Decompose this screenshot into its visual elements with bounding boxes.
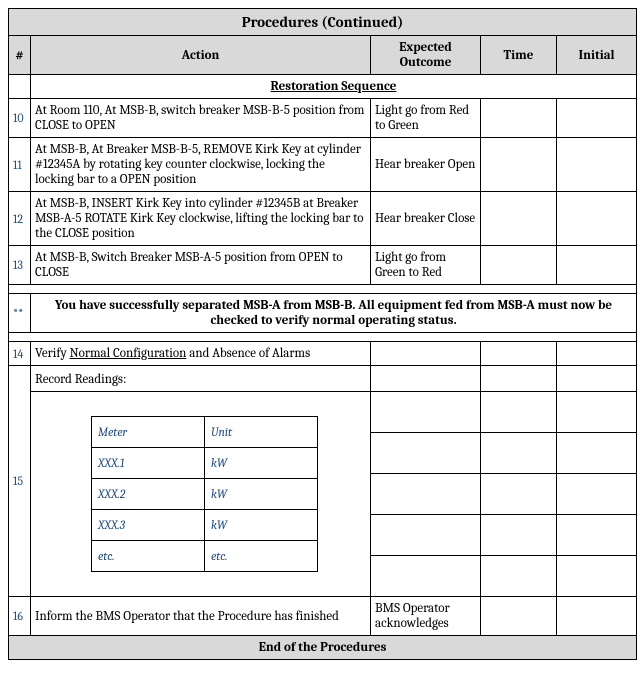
note-row: ** You have successfully separated MSB-A… <box>9 294 637 333</box>
row-12: 12 At MSB-B, INSERT Kirk Key into cylind… <box>9 192 637 246</box>
hdr-num: # <box>9 36 31 75</box>
row-time[interactable] <box>481 433 557 474</box>
row-action: At MSB-B, INSERT Kirk Key into cylinder … <box>31 192 371 246</box>
reading-unit: kW <box>205 479 318 510</box>
procedures-table: Procedures (Continued) # Action Expected… <box>8 8 637 660</box>
note-text: You have successfully separated MSB-A fr… <box>31 294 637 333</box>
table-title: Procedures (Continued) <box>9 9 637 36</box>
row-time[interactable] <box>481 597 557 636</box>
record-readings-label: Record Readings: <box>31 366 371 392</box>
reading-meter: XXX.1 <box>92 448 205 479</box>
row-time[interactable] <box>481 515 557 556</box>
row-13: 13 At MSB-B, Switch Breaker MSB-A-5 posi… <box>9 246 637 285</box>
section-header-row: Restoration Sequence <box>9 75 637 99</box>
row-initial[interactable] <box>557 433 637 474</box>
reading-meter: etc. <box>92 541 205 572</box>
row-initial[interactable] <box>557 342 637 366</box>
hdr-time: Time <box>481 36 557 75</box>
hdr-expected: Expected Outcome <box>371 36 481 75</box>
row-16: 16 Inform the BMS Operator that the Proc… <box>9 597 637 636</box>
row-expected: Hear breaker Close <box>371 192 481 246</box>
row-num: 10 <box>9 99 31 138</box>
row-initial[interactable] <box>557 597 637 636</box>
row-time[interactable] <box>481 342 557 366</box>
row-initial[interactable] <box>557 515 637 556</box>
r14-post: and Absence of Alarms <box>186 346 310 361</box>
row-expected: BMS Operator acknowledges <box>371 597 481 636</box>
row-initial[interactable] <box>557 192 637 246</box>
row-expected <box>371 366 481 392</box>
row-num: 14 <box>9 342 31 366</box>
hdr-action: Action <box>31 36 371 75</box>
row-num: 12 <box>9 192 31 246</box>
row-expected <box>371 556 481 597</box>
row-initial[interactable] <box>557 99 637 138</box>
row-11: 11 At MSB-B, At Breaker MSB-B-5, REMOVE … <box>9 138 637 192</box>
spacer-row <box>9 285 637 294</box>
row-10: 10 At Room 110, At MSB-B, switch breaker… <box>9 99 637 138</box>
row-initial[interactable] <box>557 556 637 597</box>
row-num: 13 <box>9 246 31 285</box>
row-expected <box>371 392 481 433</box>
title-row: Procedures (Continued) <box>9 9 637 36</box>
reading-unit: kW <box>205 448 318 479</box>
reading-unit: kW <box>205 510 318 541</box>
r14-pre: Verify <box>35 346 70 361</box>
row-initial[interactable] <box>557 246 637 285</box>
spacer-row <box>9 333 637 342</box>
row-time[interactable] <box>481 392 557 433</box>
row-num: 11 <box>9 138 31 192</box>
row-expected <box>371 515 481 556</box>
row-expected <box>371 342 481 366</box>
row-initial[interactable] <box>557 474 637 515</box>
note-marker: ** <box>9 294 31 333</box>
row-expected: Light go from Green to Red <box>371 246 481 285</box>
row-initial[interactable] <box>557 366 637 392</box>
readings-hdr-meter: Meter <box>92 417 205 448</box>
row-15-label: 15 Record Readings: <box>9 366 637 392</box>
section-num-blank <box>9 75 31 99</box>
section-header: Restoration Sequence <box>31 75 637 99</box>
reading-meter: XXX.2 <box>92 479 205 510</box>
row-initial[interactable] <box>557 392 637 433</box>
row-time[interactable] <box>481 99 557 138</box>
row-action: At MSB-B, At Breaker MSB-B-5, REMOVE Kir… <box>31 138 371 192</box>
end-text: End of the Procedures <box>9 636 637 660</box>
row-initial[interactable] <box>557 138 637 192</box>
readings-hdr-unit: Unit <box>205 417 318 448</box>
row-action: At Room 110, At MSB-B, switch breaker MS… <box>31 99 371 138</box>
row-expected: Light go from Red to Green <box>371 99 481 138</box>
row-num: 15 <box>9 366 31 597</box>
readings-table: MeterUnit XXX.1kW XXX.2kW XXX.3kW etc.et… <box>91 416 318 572</box>
row-time[interactable] <box>481 192 557 246</box>
reading-meter: XXX.3 <box>92 510 205 541</box>
row-expected <box>371 474 481 515</box>
row-num: 16 <box>9 597 31 636</box>
row-action: Verify Normal Configuration and Absence … <box>31 342 371 366</box>
header-row: # Action Expected Outcome Time Initial <box>9 36 637 75</box>
row-expected <box>371 433 481 474</box>
row-14: 14 Verify Normal Configuration and Absen… <box>9 342 637 366</box>
end-row: End of the Procedures <box>9 636 637 660</box>
row-15-hdr: MeterUnit XXX.1kW XXX.2kW XXX.3kW etc.et… <box>9 392 637 433</box>
row-expected: Hear breaker Open <box>371 138 481 192</box>
row-time[interactable] <box>481 474 557 515</box>
row-action: Inform the BMS Operator that the Procedu… <box>31 597 371 636</box>
row-time[interactable] <box>481 556 557 597</box>
readings-cell: MeterUnit XXX.1kW XXX.2kW XXX.3kW etc.et… <box>31 392 371 597</box>
row-action: At MSB-B, Switch Breaker MSB-A-5 positio… <box>31 246 371 285</box>
row-time[interactable] <box>481 138 557 192</box>
row-time[interactable] <box>481 366 557 392</box>
r14-u: Normal Configuration <box>70 346 187 361</box>
reading-unit: etc. <box>205 541 318 572</box>
hdr-initial: Initial <box>557 36 637 75</box>
row-time[interactable] <box>481 246 557 285</box>
